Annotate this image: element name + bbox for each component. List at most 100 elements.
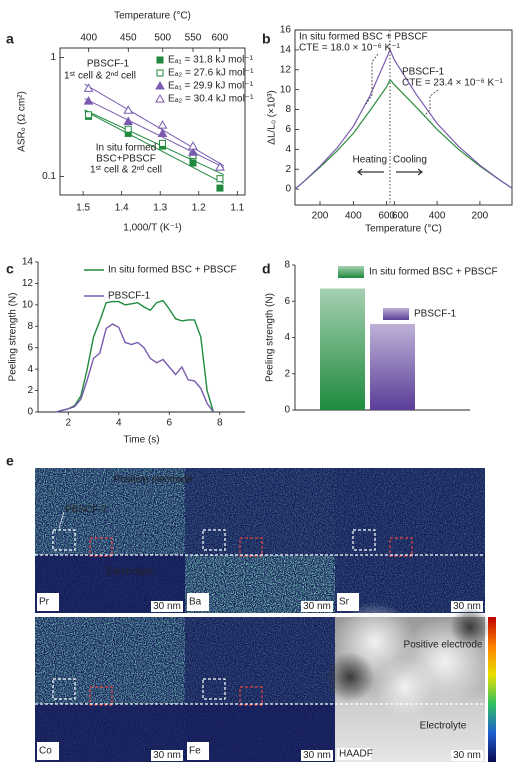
- grain: [375, 657, 435, 717]
- annotation: CTE = 23.4 × 10⁻⁶ K⁻¹: [402, 78, 504, 89]
- scale-box: [301, 750, 333, 761]
- legend-label: In situ formed BSC + PBSCF: [108, 265, 237, 276]
- marker: [124, 125, 132, 133]
- legend-label: Eₐ₂ = 30.4 kJ mol⁻¹: [168, 94, 254, 105]
- marker: [123, 105, 134, 114]
- annotation: 1ˢᵗ cell & 2ⁿᵈ cell: [90, 165, 162, 176]
- fit-line: [84, 110, 225, 184]
- element-label: Ba: [189, 597, 202, 608]
- fit-line: [84, 83, 225, 167]
- roi-box: [52, 678, 76, 700]
- fit-line: [84, 109, 225, 176]
- y-tick-label: 14: [22, 257, 34, 268]
- annotation: Heating: [353, 155, 387, 166]
- roi-box: [389, 537, 413, 557]
- top-tick-label: 600: [211, 33, 228, 44]
- annotation: CTE = 18.0 × 10⁻⁶ K⁻¹: [299, 43, 401, 54]
- x-axis-title: 1,000/T (K⁻¹): [123, 223, 181, 234]
- x-tick-label: 4: [116, 418, 122, 429]
- element-label: Sr: [339, 597, 350, 608]
- y-tick-label: 1: [50, 52, 56, 63]
- y-tick-label: 8: [285, 104, 291, 115]
- x-tick-label: 1.4: [115, 203, 129, 214]
- map-tile: Co 30 nm: [35, 617, 185, 762]
- annotation: Cooling: [393, 155, 427, 166]
- line-heating: [294, 49, 391, 190]
- x-tick-label: 6: [166, 418, 172, 429]
- region-label: Electrolyte: [420, 721, 467, 732]
- roi-box: [202, 529, 226, 551]
- x-axis-title: Time (s): [123, 435, 159, 446]
- panel-label: b: [262, 31, 271, 47]
- map-signal: [35, 617, 185, 704]
- x-tick-label: 600: [392, 211, 409, 222]
- y-axis-label: ΔL/L₀ (×10³): [267, 90, 278, 144]
- map-signal: [185, 468, 335, 555]
- scale-bar-label: 30 nm: [453, 601, 481, 612]
- legend-label: Eₐ₁ = 29.9 kJ mol⁻¹: [168, 81, 254, 92]
- y-tick-label: 0.1: [42, 171, 56, 182]
- y-tick-label: 2: [285, 164, 291, 175]
- plot-frame: [294, 29, 513, 206]
- label-box: [187, 742, 209, 760]
- marker: [83, 83, 94, 92]
- x-tick-label: 200: [312, 211, 329, 222]
- marker: [188, 141, 198, 150]
- top-tick-label: 500: [154, 33, 171, 44]
- map-signal: [185, 617, 335, 704]
- panel-a: a 1.5 1.4 1.3 1.2 1.1 400 450 500 550 600 0.1 1 Tempe…: [6, 11, 254, 234]
- roi-box: [352, 529, 376, 551]
- y-axis-label: ASRₒ (Ω cm²): [17, 91, 28, 152]
- plot-frame: [59, 47, 246, 196]
- legend-marker: [155, 93, 165, 103]
- element-label: Co: [39, 746, 52, 757]
- roi-box: [239, 537, 263, 557]
- series-label: In situ formed BSC + PBSCF: [299, 32, 428, 43]
- inset-label: PBSCF-2: [65, 505, 108, 516]
- y-tick-label: 10: [280, 84, 292, 95]
- region-label: Positive electrode: [404, 640, 483, 651]
- x-tick-label: 1.5: [76, 203, 90, 214]
- line-cooling: [389, 49, 513, 189]
- line: [55, 299, 215, 413]
- marker: [157, 128, 168, 137]
- y-axis-label: Peeling strength (N): [8, 293, 19, 382]
- label-box: [187, 593, 209, 611]
- annotation: In situ formed: [96, 143, 157, 154]
- map-signal: [335, 468, 485, 555]
- y-tick-label: 6: [285, 124, 291, 135]
- element-label: HAADF: [339, 749, 373, 760]
- y-tick-label: 6: [284, 296, 290, 307]
- panel-d: d 0 2 4 6 8 In situ formed BSC + PBSCF PBSCF-1 P…: [262, 260, 498, 416]
- y-tick-label: 12: [280, 64, 292, 75]
- roi-box: [89, 537, 113, 557]
- panel-c: c 0 2 4 6 8 10 12 14 2 4 6 8 In situ formed BSC + PBS…: [6, 257, 245, 446]
- region-label: Positive electrode: [114, 475, 193, 486]
- panel-label: a: [6, 31, 14, 47]
- y-tick-label: 6: [27, 342, 33, 353]
- y-tick-label: 0: [284, 405, 290, 416]
- x-tick-label: 600: [378, 211, 395, 222]
- y-axis-label: Peeling strength (N): [265, 293, 276, 382]
- arrow: [396, 168, 423, 176]
- legend-marker: [155, 80, 165, 90]
- panel-label: e: [6, 453, 14, 469]
- roi-box: [202, 678, 226, 700]
- y-tick-label: 4: [27, 364, 33, 375]
- x-tick-label: 1.3: [153, 203, 167, 214]
- panel-label: d: [262, 261, 271, 277]
- panel-label: c: [6, 261, 14, 277]
- legend-swatch: [383, 308, 409, 320]
- label-box: [337, 748, 371, 760]
- scale-box: [301, 601, 333, 612]
- x-tick-label: 8: [217, 418, 223, 429]
- x-tick-label: 1.2: [192, 203, 206, 214]
- category-label: PBSCF-1: [414, 309, 457, 320]
- roi-box: [239, 686, 263, 706]
- scale-box: [151, 601, 183, 612]
- scale-box: [451, 750, 483, 761]
- scale-bar-label: 30 nm: [153, 601, 181, 612]
- marker: [216, 184, 224, 192]
